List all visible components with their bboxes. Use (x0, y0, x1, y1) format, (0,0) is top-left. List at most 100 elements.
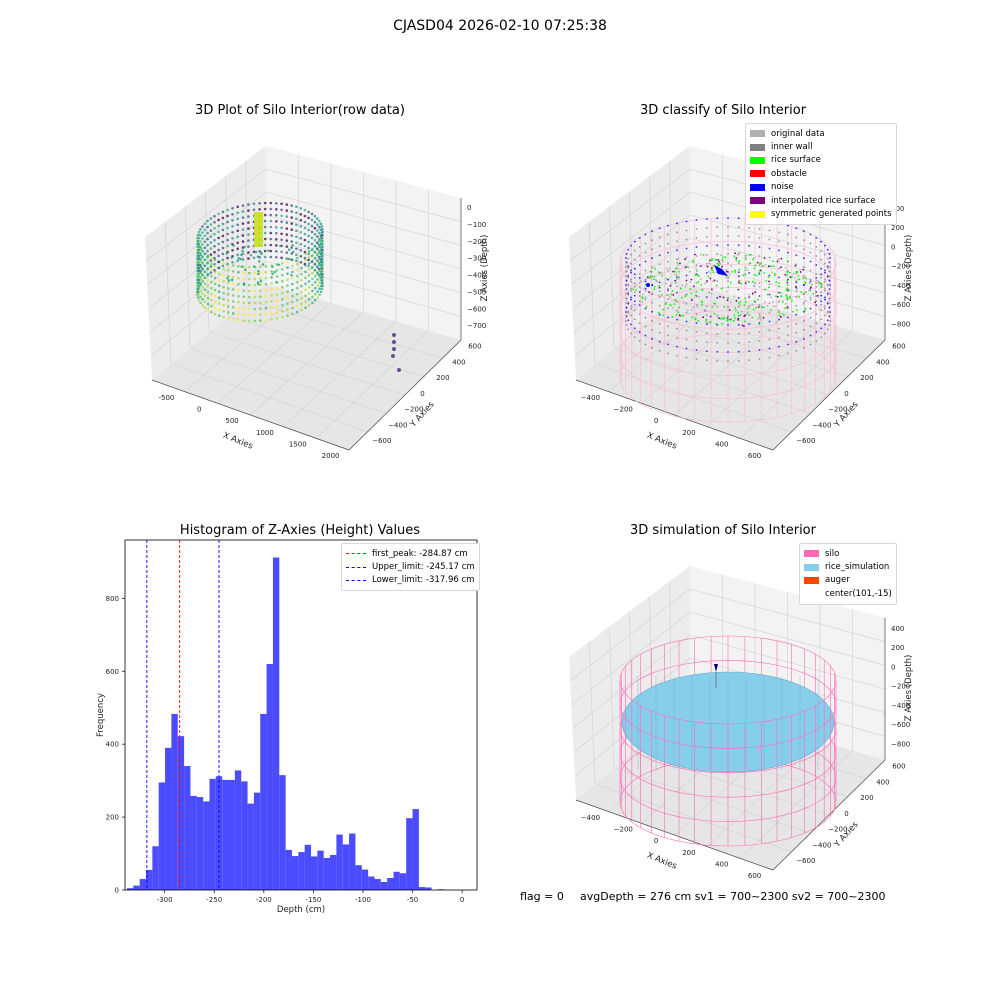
raw-point (313, 268, 317, 272)
raw-point (318, 273, 321, 277)
classify-point (694, 294, 697, 297)
raw-point (217, 278, 221, 282)
classify-point (685, 356, 688, 359)
raw-point (203, 288, 207, 292)
classify-point (627, 274, 630, 277)
classify-point (633, 300, 636, 303)
raw-point (264, 312, 268, 316)
classify-point (658, 349, 661, 352)
classify-point (787, 343, 789, 346)
raw-point (236, 235, 239, 239)
classify-point (641, 301, 644, 304)
raw-point (310, 236, 314, 240)
classify-point (804, 282, 807, 285)
raw-point (269, 231, 273, 235)
simulation-silo-ring (619, 777, 837, 822)
raw-point (307, 256, 311, 259)
classify-point (630, 296, 632, 299)
raw-point (237, 257, 240, 260)
classify-point (625, 297, 628, 300)
classify-point (820, 240, 823, 243)
raw-point (320, 279, 324, 282)
classify-point (630, 289, 632, 292)
raw-point (213, 214, 216, 218)
histogram-bar (406, 818, 413, 890)
classify-point (706, 280, 708, 282)
classify-point (828, 324, 831, 327)
simulation-y-tick-label: −200 (828, 826, 847, 834)
classify-point (651, 284, 654, 287)
classify-point (828, 252, 831, 255)
raw-point (241, 228, 245, 231)
classify-point (676, 231, 678, 234)
classify-point (704, 309, 707, 311)
classify-point (667, 269, 669, 272)
raw-point (226, 256, 229, 260)
classify-point (778, 311, 780, 314)
classify-z-tick-label: −800 (891, 321, 910, 329)
histogram-bar (374, 879, 381, 890)
classify-point (665, 277, 667, 280)
classify-point (720, 287, 723, 290)
raw-point (311, 271, 314, 275)
raw-point (222, 309, 225, 313)
classify-point (826, 266, 829, 269)
classify-point (809, 298, 812, 301)
classify-point (684, 258, 686, 261)
raw-point (240, 253, 243, 257)
raw-point (303, 262, 307, 266)
raw-point (275, 299, 279, 302)
raw-point (290, 258, 294, 261)
raw-point (196, 263, 200, 267)
raw-point (281, 285, 284, 289)
classify-point (678, 306, 680, 309)
classify-point (630, 269, 632, 272)
classify-point (625, 288, 628, 291)
classify-point (674, 270, 676, 273)
simulation-legend-label: auger (825, 575, 850, 586)
classify-point (824, 332, 826, 335)
raw-point (320, 237, 324, 240)
classify-point (667, 307, 669, 310)
classify-point (737, 226, 740, 229)
raw-point (291, 282, 294, 286)
classify-point (773, 274, 776, 277)
classify-point (697, 274, 699, 277)
raw-point (280, 214, 283, 218)
raw-point (231, 270, 235, 273)
classify-point (685, 320, 688, 323)
classify-point (644, 260, 647, 263)
raw-point (281, 303, 284, 307)
simulation-z-tick-label: −400 (891, 702, 910, 710)
raw-point (247, 271, 251, 275)
raw-point (217, 218, 220, 222)
raw-point (313, 226, 317, 230)
classify-point (723, 316, 726, 319)
raw-point (316, 247, 319, 250)
raw-point (311, 301, 314, 305)
classify-point (826, 283, 829, 286)
classify-point (824, 305, 826, 308)
raw-point (281, 279, 284, 283)
classify-point (809, 287, 812, 290)
histogram-bar (418, 887, 426, 890)
classify-point (685, 247, 688, 250)
classify-point (727, 280, 729, 282)
y-axis-line (772, 339, 886, 451)
raw-point (263, 249, 267, 253)
raw-point (263, 207, 267, 211)
classify-point (667, 251, 669, 254)
histogram-x-tick-label: -250 (206, 896, 222, 904)
raw-point (222, 315, 225, 319)
classify-point (658, 340, 661, 343)
raw-point (299, 243, 303, 246)
classify-point (690, 309, 693, 311)
raw-point (201, 298, 204, 301)
classify-point (705, 236, 708, 238)
classify-point (824, 271, 826, 274)
classify-point (651, 346, 654, 349)
raw-point (310, 218, 314, 222)
classify-point (707, 275, 710, 278)
histogram-bar (171, 713, 178, 890)
